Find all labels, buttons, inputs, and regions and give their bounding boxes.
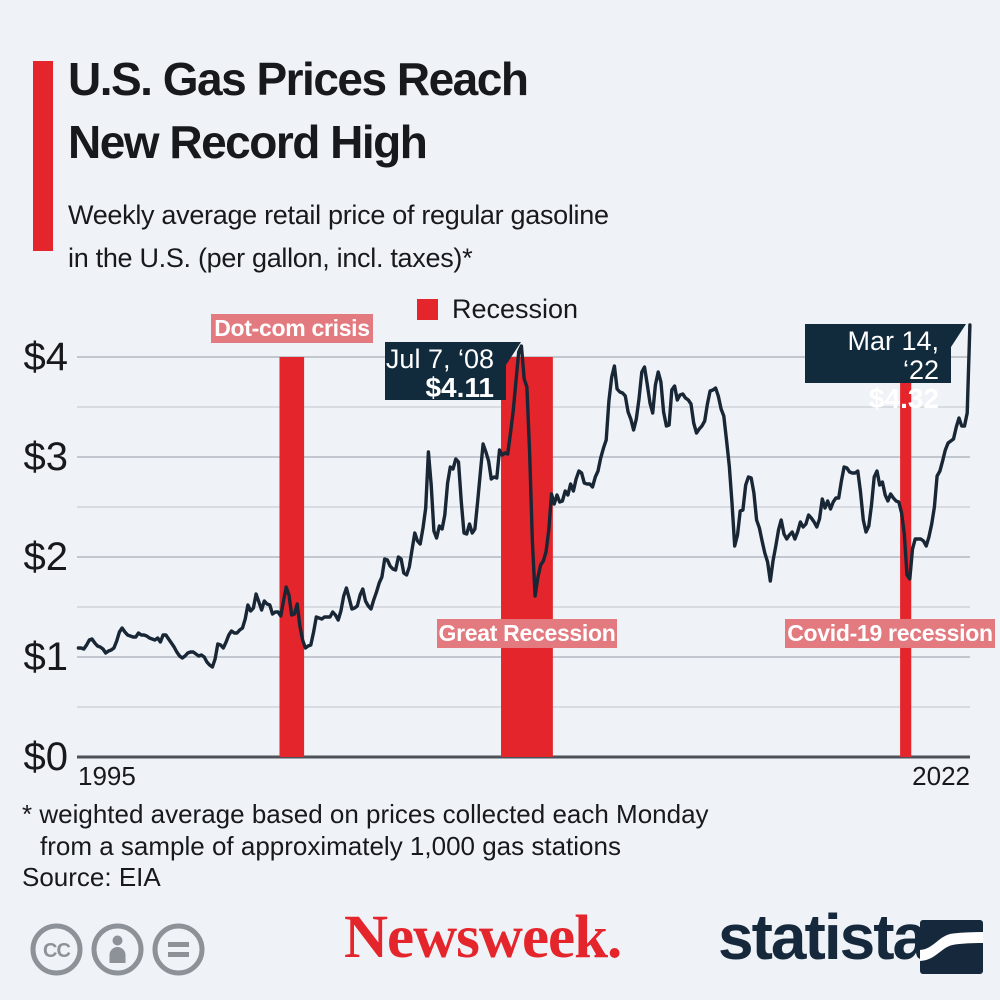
price-line-series (76, 323, 972, 669)
great-recession-label: Great Recession (437, 619, 617, 648)
title-line-2: New Record High (68, 116, 428, 168)
y-tick-4: $4 (23, 335, 69, 379)
dot-com-crisis-label: Dot-com crisis (211, 314, 373, 343)
page-subtitle: Weekly average retail price of regular g… (68, 194, 609, 280)
y-tick-3: $3 (23, 435, 69, 479)
x-tick-2022: 2022 (912, 761, 970, 791)
footnote-line-1: * weighted average based on prices colle… (22, 799, 709, 829)
footnote-line-2: from a sample of approximately 1,000 gas… (40, 831, 621, 861)
y-tick-2: $2 (23, 535, 69, 579)
statista-wordmark: statista (718, 901, 928, 973)
subtitle-line-1: Weekly average retail price of regular g… (68, 200, 609, 230)
newsweek-logo: Newsweek. (344, 904, 622, 971)
peak-2022-date: Mar 14, ‘22 (847, 326, 939, 385)
legend-label: Recession (452, 294, 579, 324)
statista-logo-icon (920, 920, 983, 974)
y-tick-0: $0 (23, 735, 69, 779)
svg-text:CC: CC (43, 940, 70, 962)
covid-recession-label: Covid-19 recession (785, 619, 995, 648)
no-derivatives-icon (152, 923, 205, 976)
recession-swatch-icon (417, 299, 438, 320)
peak-2008-callout: Jul 7, ‘08 $4.11 (385, 342, 521, 403)
page-title: U.S. Gas Prices Reach New Record High (68, 48, 529, 174)
attribution-icon (91, 923, 144, 976)
legend: Recession (417, 294, 578, 325)
title-line-1: U.S. Gas Prices Reach (68, 53, 529, 105)
x-tick-1995: 1995 (78, 761, 136, 791)
peak-2008-value: $4.11 (425, 372, 494, 403)
subtitle-line-2: in the U.S. (per gallon, incl. taxes)* (68, 243, 473, 273)
y-tick-1: $1 (23, 635, 69, 679)
peak-2022-callout: Mar 14, ‘22 $4.32 (805, 324, 966, 413)
peak-2022-value: $4.32 (868, 383, 939, 414)
source-label: Source: EIA (22, 862, 161, 892)
title-accent-bar (33, 61, 53, 251)
peak-2008-date: Jul 7, ‘08 (385, 344, 494, 374)
creative-commons-badges: CC (30, 923, 205, 976)
cc-license-icon: CC (30, 923, 83, 976)
